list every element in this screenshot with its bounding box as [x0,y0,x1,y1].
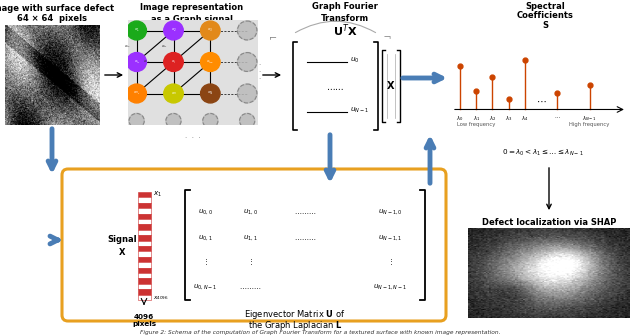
Text: ⌐                                  ¬: ⌐ ¬ [269,33,391,43]
Circle shape [237,84,257,103]
Bar [138,192,151,197]
Text: X: X [387,81,395,91]
Text: Graph Fourier
Transform: Graph Fourier Transform [312,2,378,23]
Bar [138,251,151,257]
Text: $u_0$: $u_0$ [350,55,360,65]
Text: $x_{n_0}$: $x_{n_0}$ [133,90,140,97]
Text: $\cdots\cdots\cdots$: $\cdots\cdots\cdots$ [239,284,261,290]
Text: Image with surface defect: Image with surface defect [0,4,114,13]
Bar [138,262,151,268]
Text: $u_{N-1,0}$: $u_{N-1,0}$ [378,207,403,216]
Text: Defect localization via SHAP
identified spectral coefficients: Defect localization via SHAP identified … [476,218,622,238]
Text: $x_n$: $x_n$ [170,90,177,97]
Circle shape [164,53,183,71]
Text: $u_{N-1,1}$: $u_{N-1,1}$ [378,233,402,243]
Text: $x_i$: $x_i$ [171,58,176,66]
Text: $x_{i_0}$: $x_{i_0}$ [134,58,140,66]
Text: $\lambda_3$: $\lambda_3$ [505,114,513,123]
Bar [138,214,151,219]
Bar [138,235,151,241]
Circle shape [164,84,183,103]
Text: $\lambda_0$: $\lambda_0$ [456,114,464,123]
Text: S: S [542,21,548,30]
Text: High frequency: High frequency [570,122,610,127]
Circle shape [129,114,144,128]
Text: $\lambda_4$: $\lambda_4$ [521,114,529,123]
Text: $u_{0,1}$: $u_{0,1}$ [198,233,212,243]
Bar [138,219,151,224]
Text: Signal
$\mathbf{X}$: Signal $\mathbf{X}$ [107,235,137,257]
Text: $u_{0,0}$: $u_{0,0}$ [198,207,212,216]
Circle shape [200,53,220,71]
Text: Image representation
as a Graph signal: Image representation as a Graph signal [140,3,244,24]
Bar [138,224,151,230]
Circle shape [203,114,218,128]
Circle shape [166,114,181,128]
Circle shape [127,53,147,71]
Bar [138,246,151,251]
Text: Spectral: Spectral [525,2,565,11]
Circle shape [239,114,255,128]
Text: Coefficients: Coefficients [516,11,573,20]
Text: $w_{10}$: $w_{10}$ [125,43,131,50]
Text: $w_{i_0i}$: $w_{i_0i}$ [143,59,150,66]
Bar [138,197,151,203]
Text: $\cdots\cdots$: $\cdots\cdots$ [326,83,344,92]
Text: $\cdots$: $\cdots$ [536,96,547,106]
Circle shape [200,84,220,103]
Text: $u_{N-1,N-1}$: $u_{N-1,N-1}$ [373,282,407,291]
Text: $\vdots$: $\vdots$ [387,257,393,267]
Text: $x_1$: $x_1$ [134,27,140,34]
Text: $\vdots$: $\vdots$ [202,257,208,267]
Text: Figure 2: Schema of the computation of Graph Fourier Transform for a textured su: Figure 2: Schema of the computation of G… [140,330,500,335]
Text: $\lambda_1$: $\lambda_1$ [472,114,480,123]
Text: Low frequency: Low frequency [457,122,495,127]
Text: $x_{N}$: $x_{N}$ [207,90,214,97]
Text: $\cdots\cdots\cdots$: $\cdots\cdots\cdots$ [294,209,316,215]
Text: $u_{0,N-1}$: $u_{0,N-1}$ [193,282,217,291]
Bar [138,203,151,208]
Bar [138,268,151,273]
Text: Eigenvector Matrix $\mathbf{U}$ of: Eigenvector Matrix $\mathbf{U}$ of [244,308,346,321]
Text: $x_{i_{0w}}$: $x_{i_{0w}}$ [206,58,214,66]
Text: 64 × 64  pixels: 64 × 64 pixels [17,14,87,23]
Bar [138,284,151,289]
Circle shape [127,21,147,40]
Circle shape [237,53,257,71]
Circle shape [200,21,220,40]
Text: $\lambda_{N-1}$: $\lambda_{N-1}$ [582,114,597,123]
Text: the Graph Laplacian $\mathbf{L}$: the Graph Laplacian $\mathbf{L}$ [248,319,342,332]
Text: $w_{21}$: $w_{21}$ [161,43,168,50]
Bar [138,257,151,262]
Text: $\cdots$: $\cdots$ [554,114,561,119]
Text: $\cdots\cdots\cdots$: $\cdots\cdots\cdots$ [294,235,316,241]
Text: $0=\lambda_0 < \lambda_1 \leq \ldots \leq \lambda_{N-1}$: $0=\lambda_0 < \lambda_1 \leq \ldots \le… [502,148,584,158]
Bar [138,208,151,214]
Text: $u_{1,0}$: $u_{1,0}$ [243,207,257,216]
Circle shape [164,21,183,40]
Text: $\vdots$: $\vdots$ [247,257,253,267]
Text: ·  ·  ·: · · · [185,135,201,141]
Text: ·
·
·: · · · [258,63,260,82]
Text: $x_{4096}$: $x_{4096}$ [153,294,169,302]
Circle shape [127,84,147,103]
Text: $\lambda_2$: $\lambda_2$ [489,114,496,123]
Text: $x_2$: $x_2$ [171,27,177,34]
Text: $u_{N-1}$: $u_{N-1}$ [350,106,369,115]
FancyBboxPatch shape [62,169,446,321]
Bar [138,230,151,235]
Text: $x_1$: $x_1$ [153,189,162,199]
Text: $\mathbf{U}^T\mathbf{X}$: $\mathbf{U}^T\mathbf{X}$ [333,22,357,39]
Bar [138,289,151,294]
Bar [138,278,151,284]
Text: $u_{1,1}$: $u_{1,1}$ [243,233,257,243]
Bar [138,241,151,246]
Text: $x_3$: $x_3$ [207,27,213,34]
Circle shape [237,21,257,40]
Text: 4096
pixels: 4096 pixels [132,314,156,327]
Bar [138,273,151,278]
Bar [138,294,151,300]
